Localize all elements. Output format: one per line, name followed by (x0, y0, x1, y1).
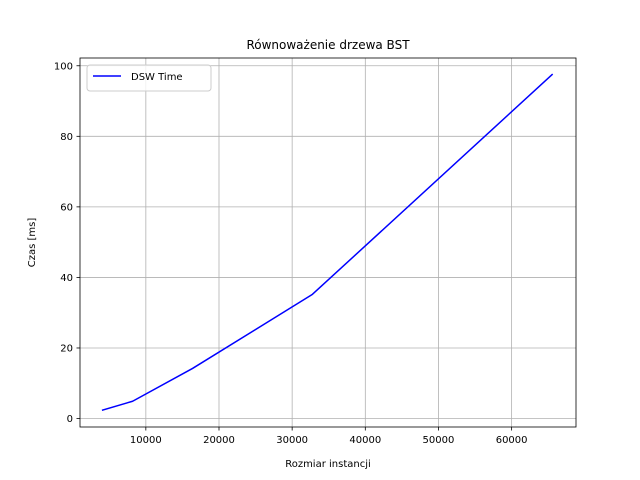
x-tick-label: 50000 (423, 435, 455, 446)
legend-label-dsw-time: DSW Time (131, 72, 183, 83)
x-tick-label: 20000 (203, 435, 235, 446)
legend-box (86, 64, 212, 92)
y-axis-ticks: 0 20 40 60 80 100 (54, 61, 80, 425)
y-tick-label: 20 (60, 343, 73, 354)
y-tick-label: 0 (67, 414, 73, 425)
x-axis-ticks: 10000 20000 30000 40000 50000 60000 (130, 427, 528, 446)
y-tick-label: 100 (54, 61, 73, 72)
y-tick-label: 80 (60, 132, 73, 143)
x-axis-label: Rozmiar instancji (285, 459, 371, 470)
x-tick-label: 40000 (349, 435, 381, 446)
grid (80, 58, 576, 427)
x-tick-label: 10000 (130, 435, 162, 446)
plot-background (80, 58, 576, 427)
plot-frame (79, 57, 577, 428)
x-tick-label: 60000 (496, 435, 528, 446)
series-layer (101, 73, 554, 412)
legend: DSW Time (86, 64, 212, 92)
series-line-dsw-time (101, 73, 554, 412)
x-tick-label: 30000 (276, 435, 308, 446)
y-tick-label: 60 (60, 202, 73, 213)
y-tick-label: 40 (60, 273, 73, 284)
y-axis-label: Czas [ms] (27, 218, 38, 268)
chart-title: Równoważenie drzewa BST (246, 38, 410, 52)
